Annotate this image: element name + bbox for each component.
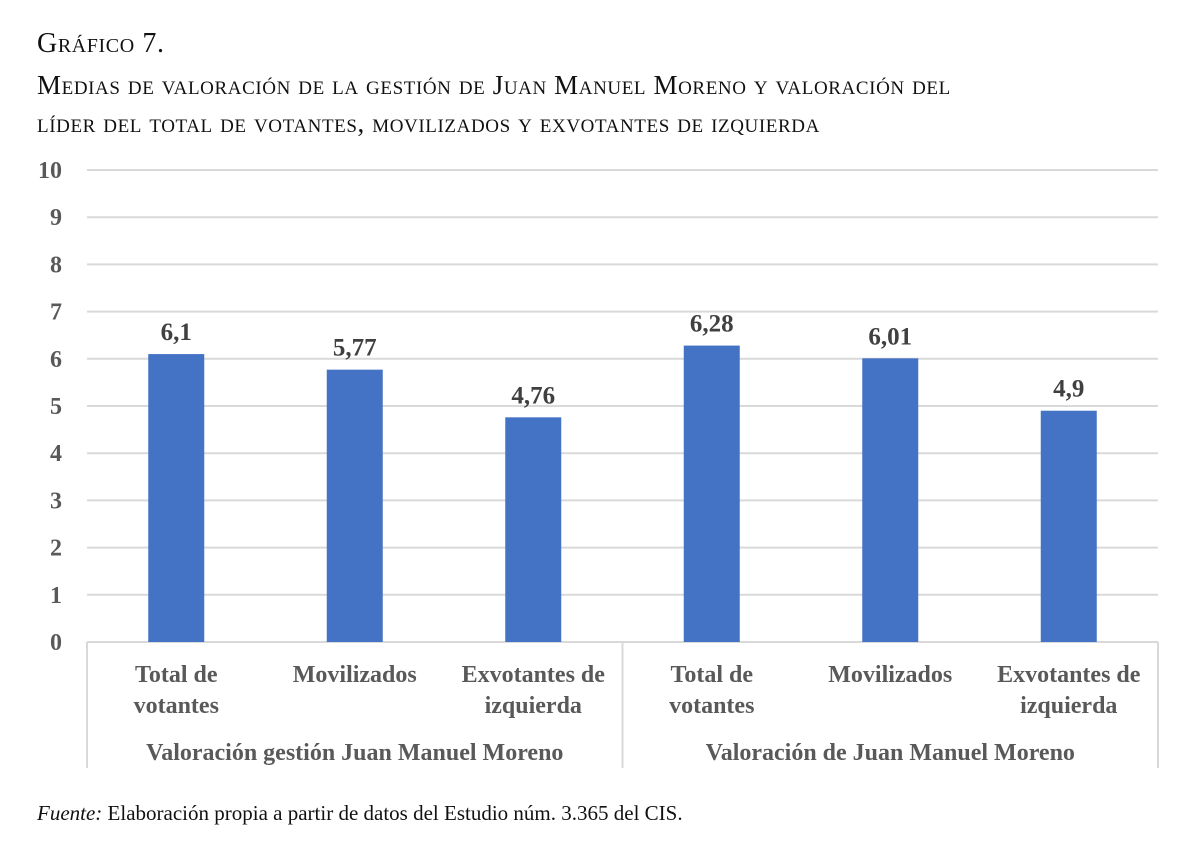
chart-title-line-2: líder del total de votantes, movilizados… [37,108,820,138]
bar [862,358,919,642]
group-label: Valoración gestión Juan Manuel Moreno [146,740,563,766]
y-tick-label: 2 [50,536,62,562]
data-label: 4,76 [511,382,555,409]
y-tick-label: 8 [50,252,62,278]
category-label: izquierda [1020,693,1117,719]
chart-title-line-1: Medias de valoración de la gestión de Ju… [37,70,951,100]
source-label: Fuente: [37,801,103,825]
source-note: Fuente: Elaboración propia a partir de d… [37,801,683,826]
y-tick-label: 10 [38,158,62,184]
group-label: Valoración de Juan Manuel Moreno [706,740,1075,766]
bar [326,369,383,642]
data-label: 6,1 [161,319,192,346]
data-label: 4,9 [1053,376,1084,403]
source-text: Elaboración propia a partir de datos del… [102,801,683,825]
bar [683,345,740,642]
category-label: votantes [134,693,219,719]
category-label: Total de [671,662,754,688]
y-tick-label: 4 [50,441,62,467]
figure-label: Gráfico 7. [37,28,165,59]
data-label: 6,01 [868,323,912,350]
data-label: 5,77 [333,335,377,362]
y-tick-label: 1 [50,583,62,609]
bar [505,417,562,642]
y-tick-label: 7 [50,300,62,326]
category-label: Exvotantes de [462,662,606,688]
category-label: Movilizados [828,662,952,688]
category-label: votantes [669,693,754,719]
category-label: Exvotantes de [997,662,1141,688]
category-label: izquierda [485,693,582,719]
y-tick-label: 0 [50,630,62,656]
bar [148,354,205,642]
y-tick-label: 5 [50,394,62,420]
category-label: Movilizados [293,662,417,688]
y-tick-label: 6 [50,347,62,373]
y-tick-label: 9 [50,205,62,231]
category-label: Total de [135,662,218,688]
data-label: 6,28 [690,311,734,338]
y-tick-label: 3 [50,488,62,514]
bar [1040,410,1097,642]
